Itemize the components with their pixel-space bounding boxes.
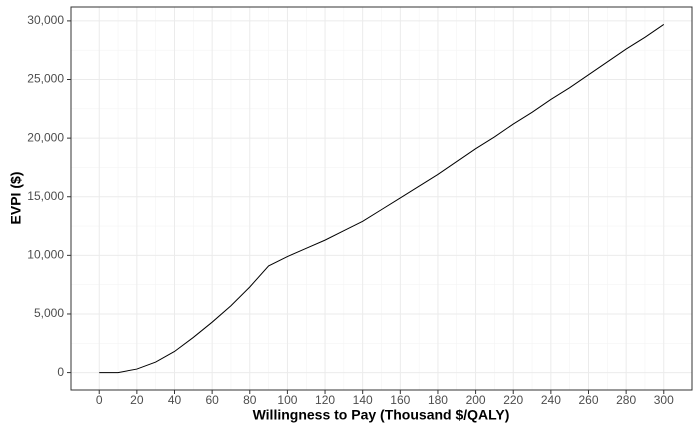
y-tick-label: 10,000	[27, 248, 64, 262]
x-tick-label: 160	[390, 393, 410, 407]
x-tick-label: 120	[315, 393, 335, 407]
x-tick-label: 100	[277, 393, 297, 407]
y-tick-label: 5,000	[34, 306, 64, 320]
line	[99, 23, 665, 374]
x-tick-label: 20	[130, 393, 144, 407]
x-tick-label: 240	[541, 393, 561, 407]
x-tick-label: 280	[616, 393, 636, 407]
x-tick-label: 140	[353, 393, 373, 407]
y-tick-label: 15,000	[27, 189, 64, 203]
x-tick-label: 300	[654, 393, 674, 407]
x-tick-label: 0	[96, 393, 103, 407]
x-tick-label: 80	[243, 393, 257, 407]
x-tick-label: 60	[205, 393, 219, 407]
x-tick-label: 40	[168, 393, 182, 407]
x-tick-label: 180	[428, 393, 448, 407]
x-tick-label: 200	[466, 393, 486, 407]
x-tick-label: 220	[503, 393, 523, 407]
x-tick-label: 260	[578, 393, 598, 407]
y-tick-label: 30,000	[27, 13, 64, 27]
x-axis-title: Willingness to Pay (Thousand $/QALY)	[253, 407, 510, 423]
y-tick-label: 0	[57, 365, 64, 379]
panel-border	[70, 6, 693, 391]
y-tick-label: 20,000	[27, 130, 64, 144]
y-axis-title: EVPI ($)	[8, 172, 24, 225]
y-tick-label: 25,000	[27, 72, 64, 86]
